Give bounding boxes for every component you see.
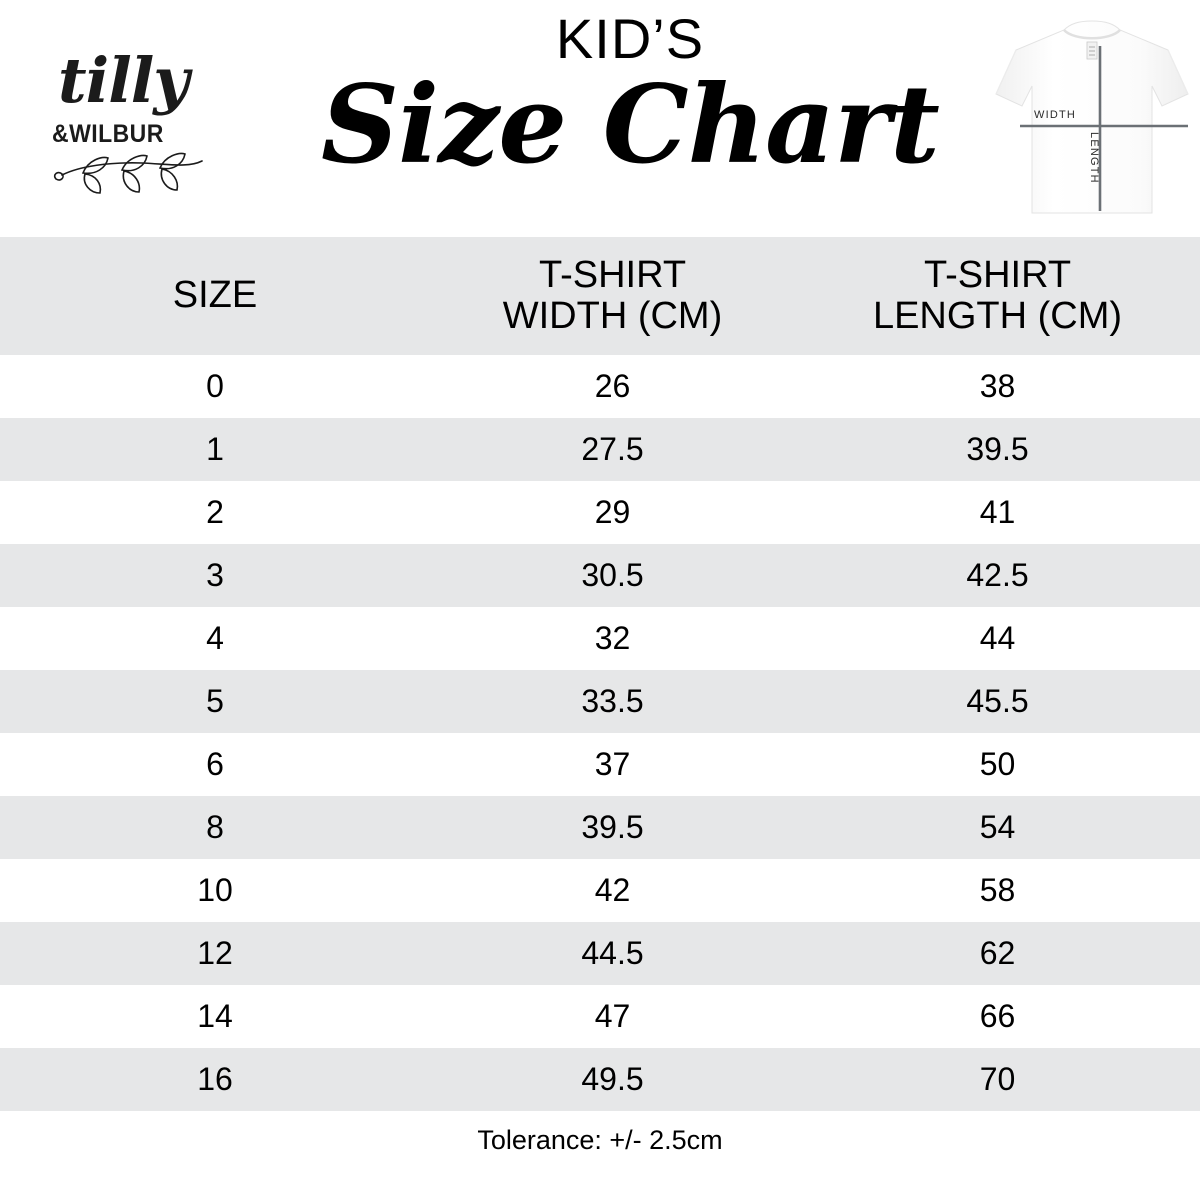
cell-width: 42 [430,859,795,922]
cell-length: 54 [795,796,1200,859]
cell-size: 8 [0,796,430,859]
page-title: KID’S Size Chart [270,7,990,188]
table-row: 4 32 44 [0,607,1200,670]
column-header-length-line1: T-SHIRT [923,253,1072,296]
table-row: 3 30.5 42.5 [0,544,1200,607]
table-row: 8 39.5 54 [0,796,1200,859]
table-row: 6 37 50 [0,733,1200,796]
cell-size: 0 [0,355,430,418]
column-header-width-line2: WIDTH (CM) [502,295,723,337]
olive-branch-icon [53,152,203,194]
title-eyebrow: KID’S [555,7,705,70]
cell-length: 42.5 [795,544,1200,607]
column-header-size: SIZE [0,237,430,355]
table-row: 1 27.5 39.5 [0,418,1200,481]
cell-width: 32 [430,607,795,670]
cell-size: 4 [0,607,430,670]
cell-length: 44 [795,607,1200,670]
cell-width: 47 [430,985,795,1048]
cell-length: 45.5 [795,670,1200,733]
table-row: 14 47 66 [0,985,1200,1048]
cell-size: 3 [0,544,430,607]
brand-sub-name: &WILBUR [52,120,164,148]
table-row: 10 42 58 [0,859,1200,922]
cell-size: 1 [0,418,430,481]
cell-width: 27.5 [430,418,795,481]
column-header-width-line1: T-SHIRT [538,253,687,296]
cell-width: 30.5 [430,544,795,607]
page-header: tilly &WILBUR KID’S Size Chart [0,0,1200,237]
tolerance-note: Tolerance: +/- 2.5cm [477,1125,723,1155]
cell-width: 44.5 [430,922,795,985]
tshirt-icon [995,20,1189,214]
column-header-length: T-SHIRT LENGTH (CM) [795,237,1200,355]
cell-length: 62 [795,922,1200,985]
cell-size: 6 [0,733,430,796]
table-row: 0 26 38 [0,355,1200,418]
cell-length: 58 [795,859,1200,922]
brand-logo: tilly &WILBUR [50,50,215,200]
cell-size: 2 [0,481,430,544]
cell-length: 38 [795,355,1200,418]
column-header-size-line1: SIZE [172,274,258,317]
cell-width: 37 [430,733,795,796]
diagram-width-label: WIDTH [1034,109,1077,121]
cell-length: 50 [795,733,1200,796]
column-header-length-line2: LENGTH (CM) [872,295,1123,337]
cell-width: 26 [430,355,795,418]
column-header-width: T-SHIRT WIDTH (CM) [430,237,795,355]
brand-script-name: tilly [58,44,189,117]
table-body: 0 26 38 1 27.5 39.5 2 29 41 3 30.5 42.5 4 32 44 5 33.5 45… [0,355,1200,1111]
cell-width: 33.5 [430,670,795,733]
cell-width: 39.5 [430,796,795,859]
table-row: 5 33.5 45.5 [0,670,1200,733]
cell-width: 29 [430,481,795,544]
tshirt-measurement-diagram: WIDTH LENGTH [992,8,1192,223]
table-header: SIZE T-SHIRT WIDTH (CM) T-SHIRT LENGTH (… [0,237,1200,355]
cell-size: 5 [0,670,430,733]
cell-length: 39.5 [795,418,1200,481]
diagram-length-label: LENGTH [1088,132,1100,184]
cell-length: 41 [795,481,1200,544]
cell-length: 66 [795,985,1200,1048]
size-chart-table: SIZE T-SHIRT WIDTH (CM) T-SHIRT LENGTH (… [0,237,1200,1111]
cell-size: 10 [0,859,430,922]
cell-length: 70 [795,1048,1200,1111]
cell-size: 14 [0,985,430,1048]
cell-size: 12 [0,922,430,985]
table-row: 2 29 41 [0,481,1200,544]
header-row: SIZE T-SHIRT WIDTH (CM) T-SHIRT LENGTH (… [0,237,1200,355]
table-row: 16 49.5 70 [0,1048,1200,1111]
title-main: Size Chart [321,61,940,188]
cell-width: 49.5 [430,1048,795,1111]
table-row: 12 44.5 62 [0,922,1200,985]
cell-size: 16 [0,1048,430,1111]
